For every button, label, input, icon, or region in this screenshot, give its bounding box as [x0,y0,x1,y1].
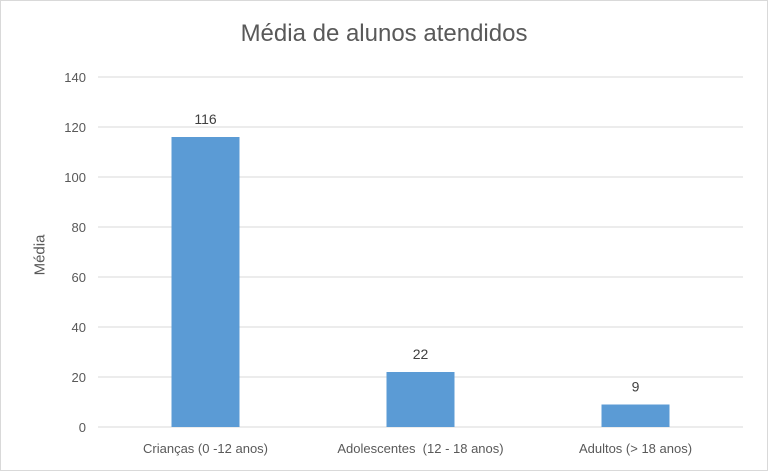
x-tick-label: Crianças (0 -12 anos) [143,441,268,456]
bars [171,137,670,427]
bar [386,372,455,427]
chart-title: Média de alunos atendidos [240,20,528,47]
y-tick-label: 60 [72,270,86,285]
data-label: 9 [632,379,640,395]
y-tick-label: 140 [64,70,86,85]
x-tick-label: Adolescentes (12 - 18 anos) [337,441,503,456]
y-tick-label: 100 [64,170,86,185]
data-label: 22 [413,346,429,362]
y-axis-ticks: 0 20 40 60 80 100 120 140 [64,70,86,435]
x-tick-label: Adultos (> 18 anos) [579,441,692,456]
x-axis-ticks: Crianças (0 -12 anos) Adolescentes (12 - … [143,441,692,456]
y-tick-label: 80 [72,220,86,235]
bar [171,137,240,427]
data-labels: 116 22 9 [194,111,639,395]
y-tick-label: 20 [72,370,86,385]
y-tick-label: 0 [79,420,86,435]
data-label: 116 [194,111,217,127]
y-tick-label: 40 [72,320,86,335]
bar [601,404,670,427]
y-tick-label: 120 [64,120,86,135]
